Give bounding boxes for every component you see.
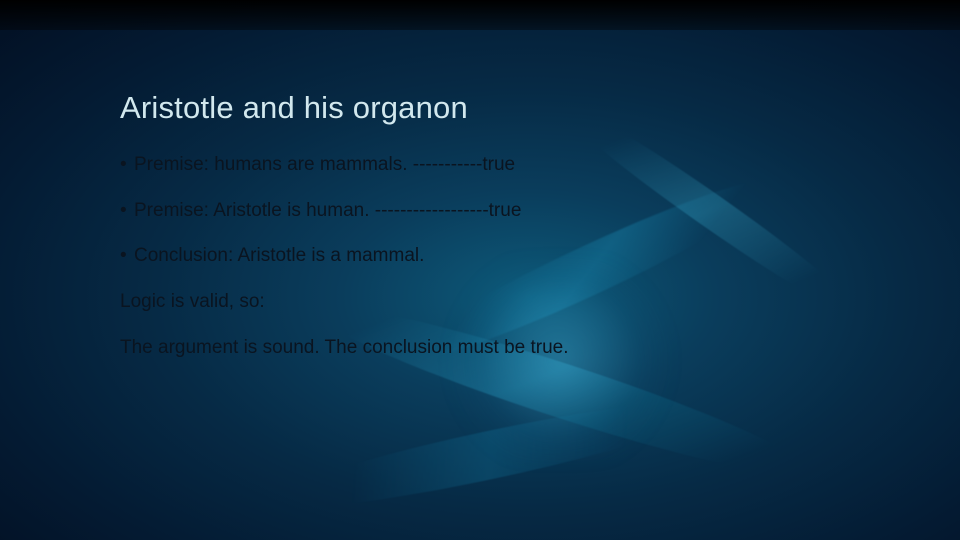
slide-content: Aristotle and his organon • Premise: hum…	[0, 0, 840, 360]
bullet-item: • Premise: humans are mammals. ---------…	[120, 152, 840, 178]
bullet-text: Premise: Aristotle is human. -----------…	[134, 198, 840, 224]
bullet-dot-icon: •	[120, 198, 134, 224]
body-line: The argument is sound. The conclusion mu…	[120, 335, 840, 361]
bullet-text: Premise: humans are mammals. -----------…	[134, 152, 840, 178]
bullet-item: • Conclusion: Aristotle is a mammal.	[120, 243, 840, 269]
decorative-streak	[260, 384, 720, 527]
bullet-dot-icon: •	[120, 243, 134, 269]
body-line: Logic is valid, so:	[120, 289, 840, 315]
bullet-item: • Premise: Aristotle is human. ---------…	[120, 198, 840, 224]
slide-title: Aristotle and his organon	[120, 90, 840, 126]
bullet-dot-icon: •	[120, 152, 134, 178]
bullet-text: Conclusion: Aristotle is a mammal.	[134, 243, 840, 269]
